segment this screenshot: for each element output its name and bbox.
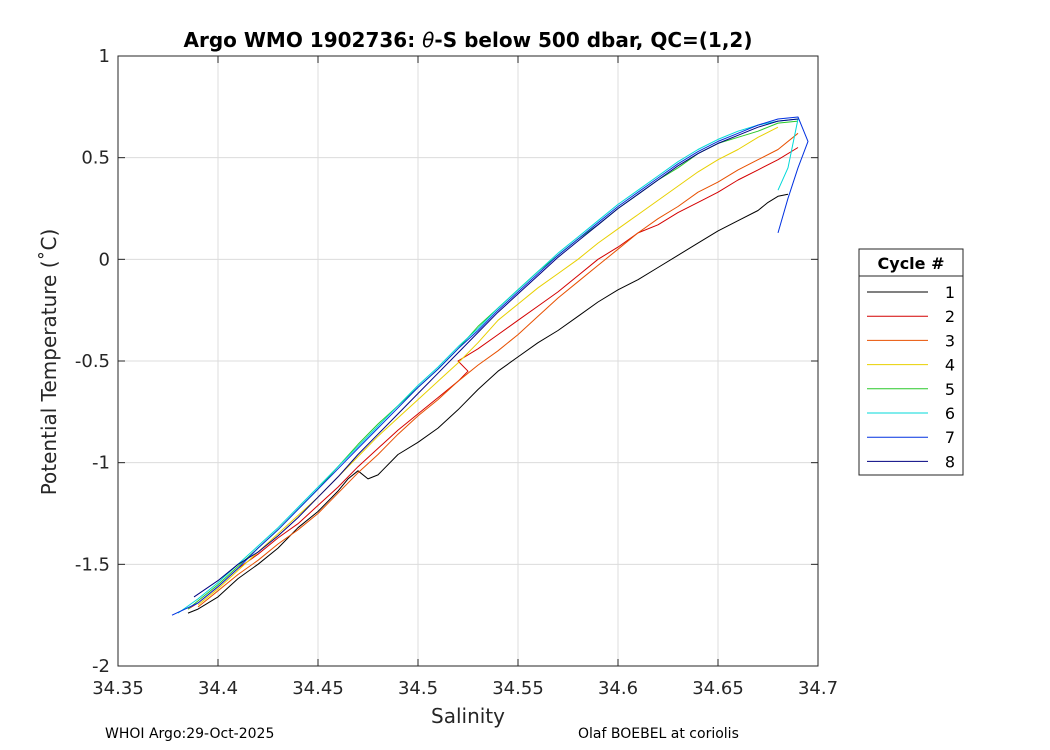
y-tick-label: 1 — [99, 46, 110, 67]
legend-label-cycle-3: 3 — [945, 331, 955, 350]
footer-right: Olaf BOEBEL at coriolis — [578, 726, 739, 742]
x-tick-label: 34.7 — [798, 678, 838, 699]
series-line-cycle-8 — [193, 118, 799, 598]
legend-label-cycle-6: 6 — [945, 404, 955, 423]
chart-title: Argo WMO 1902736: θ-S below 500 dbar, QC… — [184, 28, 753, 52]
series-line-cycle-3 — [197, 132, 799, 608]
x-tick-label: 34.45 — [292, 678, 344, 699]
x-tick-label: 34.65 — [692, 678, 744, 699]
y-tick-label: 0 — [99, 249, 110, 270]
series-line-cycle-4 — [197, 126, 779, 606]
legend-label-cycle-5: 5 — [945, 380, 955, 399]
legend-label-cycle-1: 1 — [945, 283, 955, 302]
x-tick-label: 34.6 — [598, 678, 638, 699]
legend-title: Cycle # — [878, 254, 945, 273]
y-ticks: 1 0.5 0 -0.5 -1 -1.5 -2 — [75, 46, 818, 677]
series-lines — [171, 116, 809, 616]
series-line-cycle-7 — [171, 116, 809, 616]
y-tick-label: -1.5 — [75, 554, 110, 575]
y-tick-label: -2 — [92, 656, 110, 677]
x-axis-label: Salinity — [431, 704, 505, 728]
series-line-cycle-2 — [187, 147, 799, 610]
legend-label-cycle-8: 8 — [945, 452, 955, 471]
y-tick-label: -1 — [92, 453, 110, 474]
x-tick-label: 34.35 — [92, 678, 144, 699]
y-tick-label: -0.5 — [75, 351, 110, 372]
y-axis-label: Potential Temperature (˚C) — [37, 229, 61, 496]
footer-left: WHOI Argo:29-Oct-2025 — [105, 726, 275, 742]
series-line-cycle-6 — [177, 118, 799, 614]
legend-label-cycle-4: 4 — [945, 356, 955, 375]
x-tick-label: 34.55 — [492, 678, 544, 699]
legend-label-cycle-7: 7 — [945, 428, 955, 447]
x-tick-label: 34.5 — [398, 678, 438, 699]
x-tick-label: 34.4 — [198, 678, 238, 699]
legend-label-cycle-2: 2 — [945, 307, 955, 326]
legend-entries: 1 2 3 4 5 6 7 8 — [867, 283, 955, 471]
y-tick-label: 0.5 — [81, 148, 110, 169]
x-ticks: 34.35 34.4 34.45 34.5 34.55 34.6 34.65 34.7 — [92, 56, 838, 699]
legend: Cycle # 1 2 3 4 5 6 7 8 — [858, 248, 964, 476]
